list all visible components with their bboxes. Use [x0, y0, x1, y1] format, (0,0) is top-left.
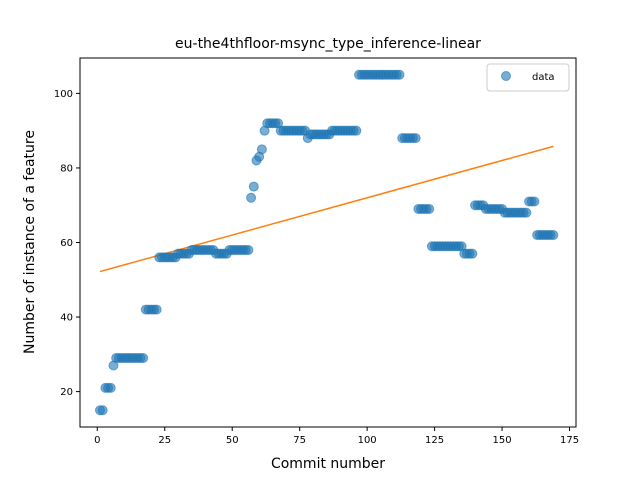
data-point	[246, 192, 257, 203]
data-point	[529, 196, 540, 207]
legend-label-data: data	[532, 72, 555, 83]
x-tick-label: 125	[425, 435, 444, 446]
x-tick-label: 100	[358, 435, 377, 446]
legend-box	[486, 63, 570, 92]
data-point	[256, 144, 267, 155]
data-point	[521, 207, 532, 218]
data-point	[151, 304, 162, 315]
plot-frame	[79, 57, 577, 428]
x-tick-label: 25	[158, 435, 171, 446]
y-axis: 20 40 60 80 100	[54, 89, 80, 398]
y-axis-title: Number of instance of a feature	[22, 130, 38, 354]
y-tick-label: 100	[54, 89, 73, 100]
x-axis-title: Commit number	[271, 456, 385, 472]
scatter-points	[94, 69, 559, 416]
legend-marker	[501, 71, 511, 81]
data-point	[97, 405, 108, 416]
data-point	[424, 203, 435, 214]
y-tick-label: 20	[60, 387, 73, 398]
x-tick-label: 75	[293, 435, 306, 446]
data-point	[138, 353, 149, 364]
x-tick-label: 175	[560, 435, 579, 446]
legend: data	[486, 63, 570, 92]
data-point	[548, 230, 559, 241]
data-point	[394, 69, 405, 80]
data-point	[410, 133, 421, 144]
data-point	[105, 382, 116, 393]
data-point	[467, 248, 478, 259]
x-tick-label: 150	[493, 435, 512, 446]
x-tick-label: 0	[94, 435, 100, 446]
y-tick-label: 60	[60, 238, 73, 249]
y-tick-label: 80	[60, 163, 73, 174]
chart-title: eu-the4thfloor-msync_type_inference-line…	[175, 36, 481, 52]
data-point	[243, 244, 254, 255]
data-point	[351, 125, 362, 136]
y-tick-label: 40	[60, 313, 73, 324]
x-axis: 0 25 50 75 100 125 150 175	[94, 427, 579, 446]
data-point	[248, 181, 259, 192]
x-tick-label: 50	[226, 435, 239, 446]
